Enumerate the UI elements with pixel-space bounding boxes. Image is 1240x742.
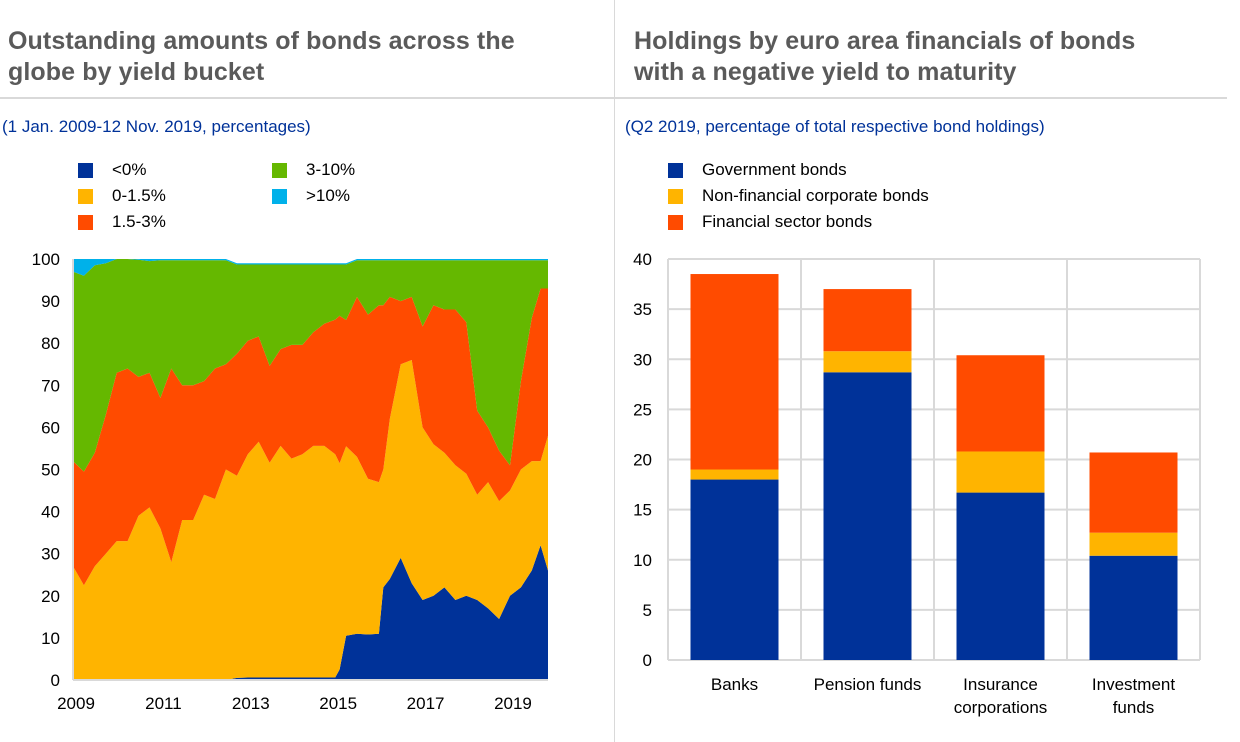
y-tick-label: 25	[633, 400, 652, 419]
right-panel: Holdings by euro area financials of bond…	[615, 0, 1240, 742]
legend-label: Financial sector bonds	[702, 212, 873, 231]
legend-swatch	[272, 163, 287, 178]
x-tick-label: 2019	[494, 694, 532, 713]
bar-segment-banks-2	[690, 274, 779, 470]
legend-swatch	[78, 215, 93, 230]
legend-label: 1.5-3%	[112, 212, 166, 231]
area-series-3	[73, 259, 548, 472]
left-title-line-1: Outstanding amounts of bonds across the	[8, 27, 515, 55]
y-tick-label: 70	[41, 376, 60, 395]
bar-segment-insurance-corporations-1	[956, 451, 1045, 493]
legend-swatch	[668, 189, 683, 204]
stacked-area-chart: 0 10 20 30 40 50 60 70 80 90 100 2009 2011 2013 2015 20…	[32, 250, 548, 713]
bar-segment-investment-funds-0	[1089, 555, 1178, 660]
x-category-label: Pension funds	[814, 675, 922, 694]
legend-swatch	[272, 189, 287, 204]
left-legend: <0% 0-1.5% 1.5-3% 3-10% >10%	[78, 160, 478, 240]
y-tick-label: 30	[41, 545, 60, 564]
bar-segment-insurance-corporations-2	[956, 355, 1045, 452]
x-tick-label: 2009	[57, 694, 95, 713]
x-tick-label: 2011	[145, 694, 182, 713]
legend-swatch	[78, 163, 93, 178]
right-title-line-2: with a negative yield to maturity	[634, 58, 1017, 86]
x-category-label: Investment	[1092, 675, 1175, 694]
stacked-bar-chart: 0 5 10 15 20 25 30 35 40 Banks Pension funds Insura…	[633, 250, 1201, 717]
bar-segment-pension-funds-2	[823, 289, 912, 352]
left-chart-subtitle: (1 Jan. 2009-12 Nov. 2019, percentages)	[2, 117, 311, 136]
legend-swatch	[668, 163, 683, 178]
x-category-label: corporations	[954, 698, 1048, 717]
area-series-0	[73, 545, 548, 680]
legend-swatch	[78, 189, 93, 204]
bar-segment-pension-funds-1	[823, 351, 912, 373]
y-tick-label: 15	[633, 501, 652, 520]
left-title-line-2: globe by yield bucket	[8, 58, 265, 86]
right-chart-subtitle: (Q2 2019, percentage of total respective…	[625, 117, 1045, 136]
legend-label: 3-10%	[306, 160, 356, 179]
x-category-label: Insurance	[963, 675, 1038, 694]
y-tick-label: 60	[41, 418, 60, 437]
y-tick-label: 0	[51, 671, 60, 690]
legend-label: 0-1.5%	[112, 186, 166, 205]
right-legend: Government bonds Non-financial corporate…	[668, 160, 1068, 240]
x-tick-label: 2017	[407, 694, 445, 713]
bar-segment-investment-funds-1	[1089, 532, 1178, 556]
x-tick-label: 2015	[319, 694, 357, 713]
x-tick-label: 2013	[232, 694, 270, 713]
y-tick-label: 100	[32, 250, 60, 269]
x-category-label: funds	[1113, 698, 1155, 717]
y-tick-label: 30	[633, 350, 652, 369]
area-series-1	[73, 360, 548, 680]
y-tick-label: 10	[41, 629, 60, 648]
area-series-2	[73, 288, 548, 586]
y-tick-label: 5	[643, 601, 652, 620]
y-tick-label: 80	[41, 334, 60, 353]
y-tick-label: 50	[41, 461, 60, 480]
y-tick-label: 40	[41, 503, 60, 522]
legend-label: Non-financial corporate bonds	[702, 186, 929, 205]
bar-segment-investment-funds-2	[1089, 452, 1178, 533]
bar-segment-insurance-corporations-0	[956, 492, 1045, 660]
panel-divider	[614, 0, 615, 742]
left-panel: Outstanding amounts of bonds across the …	[0, 0, 614, 742]
right-title-rule	[615, 97, 1227, 99]
legend-label: >10%	[306, 186, 350, 205]
left-chart-title: Outstanding amounts of bonds across the …	[8, 26, 515, 88]
y-tick-label: 40	[633, 250, 652, 269]
y-tick-label: 20	[633, 451, 652, 470]
right-chart-title: Holdings by euro area financials of bond…	[634, 26, 1135, 88]
legend-label: Government bonds	[702, 160, 847, 179]
y-tick-label: 90	[41, 292, 60, 311]
bar-segment-banks-1	[690, 469, 779, 480]
y-tick-label: 35	[633, 300, 652, 319]
y-tick-label: 10	[633, 551, 652, 570]
y-tick-label: 0	[643, 651, 652, 670]
bar-segment-banks-0	[690, 479, 779, 660]
left-title-rule	[0, 97, 614, 99]
y-tick-label: 20	[41, 587, 60, 606]
x-category-label: Banks	[711, 675, 758, 694]
bar-segment-pension-funds-0	[823, 372, 912, 660]
right-title-line-1: Holdings by euro area financials of bond…	[634, 27, 1136, 55]
legend-label: <0%	[112, 160, 147, 179]
legend-swatch	[668, 215, 683, 230]
